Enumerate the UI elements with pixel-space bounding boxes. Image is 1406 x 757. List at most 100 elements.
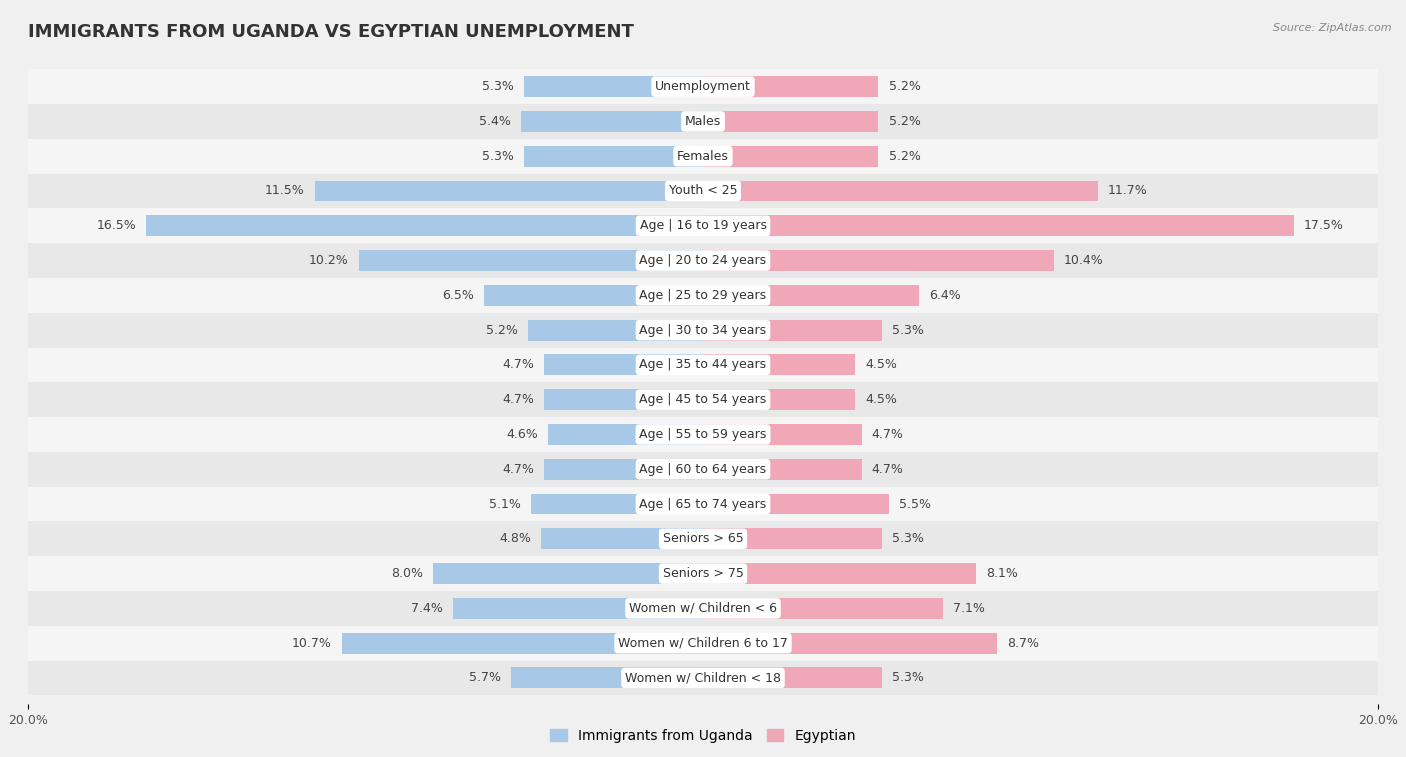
Text: 5.2%: 5.2% (485, 323, 517, 337)
Text: 5.3%: 5.3% (891, 323, 924, 337)
Bar (28, 173, 1378, 208)
Bar (510, 668, 703, 688)
Text: 16.5%: 16.5% (97, 220, 136, 232)
Text: Age | 20 to 24 years: Age | 20 to 24 years (640, 254, 766, 267)
Bar (524, 76, 703, 97)
Text: 17.5%: 17.5% (1303, 220, 1344, 232)
Bar (28, 382, 1378, 417)
Bar (544, 354, 703, 375)
Bar (28, 452, 1378, 487)
Bar (484, 285, 703, 306)
Text: Age | 25 to 29 years: Age | 25 to 29 years (640, 289, 766, 302)
Text: 8.0%: 8.0% (391, 567, 423, 580)
Text: Age | 55 to 59 years: Age | 55 to 59 years (640, 428, 766, 441)
Text: 11.5%: 11.5% (266, 185, 305, 198)
Bar (342, 633, 703, 653)
Text: 5.3%: 5.3% (891, 532, 924, 545)
Text: Women w/ Children 6 to 17: Women w/ Children 6 to 17 (619, 637, 787, 650)
Text: Youth < 25: Youth < 25 (669, 185, 737, 198)
Text: 4.7%: 4.7% (502, 393, 534, 407)
Text: Seniors > 75: Seniors > 75 (662, 567, 744, 580)
Bar (544, 459, 703, 480)
Bar (703, 459, 862, 480)
Text: 5.3%: 5.3% (482, 80, 515, 93)
Bar (359, 250, 703, 271)
Text: 10.2%: 10.2% (309, 254, 349, 267)
Text: 5.1%: 5.1% (489, 497, 520, 510)
Bar (703, 354, 855, 375)
Bar (433, 563, 703, 584)
Bar (524, 146, 703, 167)
Text: Age | 60 to 64 years: Age | 60 to 64 years (640, 463, 766, 475)
Text: Women w/ Children < 6: Women w/ Children < 6 (628, 602, 778, 615)
Text: 11.7%: 11.7% (1108, 185, 1147, 198)
Text: 6.5%: 6.5% (441, 289, 474, 302)
Bar (703, 598, 942, 618)
Text: 4.5%: 4.5% (865, 393, 897, 407)
Bar (531, 494, 703, 515)
Text: Age | 45 to 54 years: Age | 45 to 54 years (640, 393, 766, 407)
Bar (28, 591, 1378, 626)
Bar (527, 319, 703, 341)
Text: 8.1%: 8.1% (987, 567, 1018, 580)
Text: 4.7%: 4.7% (502, 358, 534, 372)
Bar (28, 243, 1378, 278)
Text: Source: ZipAtlas.com: Source: ZipAtlas.com (1274, 23, 1392, 33)
Text: 5.2%: 5.2% (889, 150, 921, 163)
Legend: Immigrants from Uganda, Egyptian: Immigrants from Uganda, Egyptian (544, 724, 862, 749)
Text: 4.6%: 4.6% (506, 428, 537, 441)
Bar (453, 598, 703, 618)
Bar (28, 278, 1378, 313)
Bar (28, 522, 1378, 556)
Bar (703, 146, 879, 167)
Text: Males: Males (685, 115, 721, 128)
Text: 4.5%: 4.5% (865, 358, 897, 372)
Bar (315, 181, 703, 201)
Text: Age | 30 to 34 years: Age | 30 to 34 years (640, 323, 766, 337)
Text: 5.2%: 5.2% (889, 115, 921, 128)
Bar (703, 215, 1294, 236)
Bar (703, 633, 997, 653)
Bar (548, 424, 703, 445)
Text: Unemployment: Unemployment (655, 80, 751, 93)
Bar (520, 111, 703, 132)
Bar (28, 661, 1378, 696)
Text: 7.4%: 7.4% (412, 602, 443, 615)
Bar (703, 285, 920, 306)
Text: 5.7%: 5.7% (468, 671, 501, 684)
Text: 6.4%: 6.4% (929, 289, 960, 302)
Bar (28, 626, 1378, 661)
Text: Age | 65 to 74 years: Age | 65 to 74 years (640, 497, 766, 510)
Bar (544, 389, 703, 410)
Bar (146, 215, 703, 236)
Text: 10.4%: 10.4% (1064, 254, 1104, 267)
Text: Age | 35 to 44 years: Age | 35 to 44 years (640, 358, 766, 372)
Bar (703, 319, 882, 341)
Bar (703, 181, 1098, 201)
Text: 4.7%: 4.7% (872, 463, 904, 475)
Bar (703, 76, 879, 97)
Text: 4.7%: 4.7% (502, 463, 534, 475)
Bar (703, 389, 855, 410)
Bar (703, 111, 879, 132)
Text: 5.5%: 5.5% (898, 497, 931, 510)
Bar (703, 250, 1054, 271)
Text: Age | 16 to 19 years: Age | 16 to 19 years (640, 220, 766, 232)
Text: Seniors > 65: Seniors > 65 (662, 532, 744, 545)
Text: 5.3%: 5.3% (482, 150, 515, 163)
Text: Women w/ Children < 18: Women w/ Children < 18 (626, 671, 780, 684)
Text: IMMIGRANTS FROM UGANDA VS EGYPTIAN UNEMPLOYMENT: IMMIGRANTS FROM UGANDA VS EGYPTIAN UNEMP… (28, 23, 634, 41)
Bar (703, 424, 862, 445)
Text: Females: Females (678, 150, 728, 163)
Text: 5.3%: 5.3% (891, 671, 924, 684)
Text: 10.7%: 10.7% (292, 637, 332, 650)
Bar (28, 556, 1378, 591)
Bar (28, 417, 1378, 452)
Bar (703, 563, 976, 584)
Bar (28, 208, 1378, 243)
Bar (703, 528, 882, 550)
Bar (541, 528, 703, 550)
Text: 7.1%: 7.1% (953, 602, 984, 615)
Bar (703, 668, 882, 688)
Text: 4.8%: 4.8% (499, 532, 531, 545)
